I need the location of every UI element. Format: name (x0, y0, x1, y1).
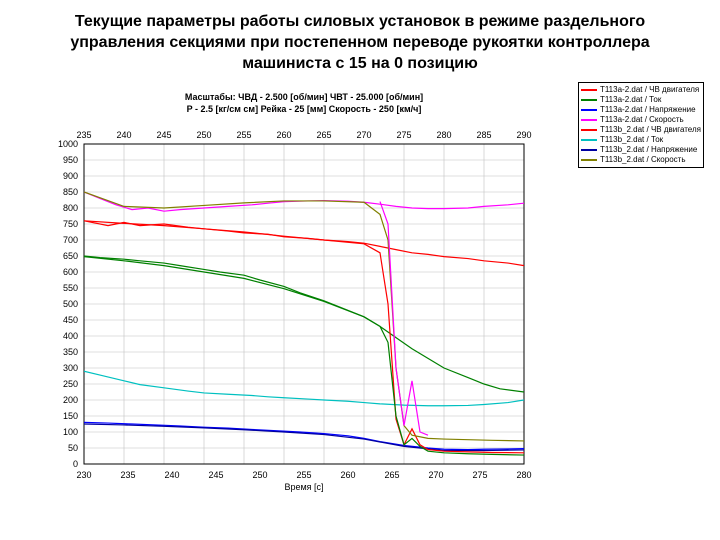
svg-text:255: 255 (236, 130, 251, 140)
svg-text:230: 230 (76, 470, 91, 480)
svg-text:Масштабы: ЧВД - 2.500 [об/ми: Масштабы: ЧВД - 2.500 [об/мин] ЧВТ - 25.… (185, 92, 423, 102)
svg-text:280: 280 (516, 470, 531, 480)
legend-box: T113a-2.dat / ЧВ двигателяT113a-2.dat / … (578, 82, 704, 168)
svg-text:450: 450 (63, 315, 78, 325)
legend-item: T113b_2.dat / Ток (581, 135, 701, 145)
svg-text:260: 260 (276, 130, 291, 140)
legend-label: T113b_2.dat / Напряжение (600, 145, 697, 155)
legend-swatch (581, 89, 597, 91)
legend-item: T113b_2.dat / Напряжение (581, 145, 701, 155)
legend-label: T113b_2.dat / Скорость (600, 155, 686, 165)
svg-text:0: 0 (73, 459, 78, 469)
svg-text:350: 350 (63, 347, 78, 357)
legend-item: T113a-2.dat / ЧВ двигателя (581, 85, 701, 95)
page-title: Текущие параметры работы силовых установ… (0, 0, 720, 82)
svg-text:200: 200 (63, 395, 78, 405)
chart-svg: Масштабы: ЧВД - 2.500 [об/мин] ЧВТ - 25.… (24, 82, 564, 512)
legend-label: T113a-2.dat / ЧВ двигателя (600, 85, 699, 95)
svg-text:300: 300 (63, 363, 78, 373)
svg-text:700: 700 (63, 235, 78, 245)
legend-item: T113a-2.dat / Скорость (581, 115, 701, 125)
svg-text:270: 270 (428, 470, 443, 480)
legend-swatch (581, 99, 597, 101)
svg-text:245: 245 (208, 470, 223, 480)
svg-text:280: 280 (436, 130, 451, 140)
svg-text:265: 265 (384, 470, 399, 480)
legend-label: T113a-2.dat / Скорость (600, 115, 684, 125)
svg-text:250: 250 (63, 379, 78, 389)
legend-item: T113b_2.dat / Скорость (581, 155, 701, 165)
svg-text:Время [с]: Время [с] (284, 482, 323, 492)
svg-text:275: 275 (472, 470, 487, 480)
svg-text:255: 255 (296, 470, 311, 480)
legend-swatch (581, 149, 597, 151)
legend-label: T113a-2.dat / Ток (600, 95, 661, 105)
svg-text:150: 150 (63, 411, 78, 421)
svg-text:240: 240 (116, 130, 131, 140)
svg-text:750: 750 (63, 219, 78, 229)
svg-text:800: 800 (63, 203, 78, 213)
svg-text:500: 500 (63, 299, 78, 309)
svg-text:600: 600 (63, 267, 78, 277)
svg-text:265: 265 (316, 130, 331, 140)
svg-text:250: 250 (252, 470, 267, 480)
svg-text:1000: 1000 (58, 139, 78, 149)
svg-text:290: 290 (516, 130, 531, 140)
svg-text:285: 285 (476, 130, 491, 140)
legend-swatch (581, 159, 597, 161)
legend-swatch (581, 119, 597, 121)
svg-text:650: 650 (63, 251, 78, 261)
svg-text:245: 245 (156, 130, 171, 140)
svg-text:P - 2.5 [кг/см см] Рейка - 2: P - 2.5 [кг/см см] Рейка - 25 [мм] Скоро… (187, 104, 422, 114)
legend-item: T113a-2.dat / Ток (581, 95, 701, 105)
svg-text:240: 240 (164, 470, 179, 480)
svg-text:275: 275 (396, 130, 411, 140)
legend-label: T113a-2.dat / Напряжение (600, 105, 696, 115)
svg-text:50: 50 (68, 443, 78, 453)
svg-text:400: 400 (63, 331, 78, 341)
svg-text:900: 900 (63, 171, 78, 181)
legend-swatch (581, 139, 597, 141)
svg-text:270: 270 (356, 130, 371, 140)
svg-text:100: 100 (63, 427, 78, 437)
svg-text:235: 235 (76, 130, 91, 140)
svg-text:950: 950 (63, 155, 78, 165)
legend-item: T113b_2.dat / ЧВ двигателя (581, 125, 701, 135)
legend-swatch (581, 109, 597, 111)
svg-text:850: 850 (63, 187, 78, 197)
legend-label: T113b_2.dat / ЧВ двигателя (600, 125, 701, 135)
chart-area: Масштабы: ЧВД - 2.500 [об/мин] ЧВТ - 25.… (24, 82, 696, 522)
legend-swatch (581, 129, 597, 131)
svg-text:260: 260 (340, 470, 355, 480)
svg-text:250: 250 (196, 130, 211, 140)
svg-text:550: 550 (63, 283, 78, 293)
legend-label: T113b_2.dat / Ток (600, 135, 663, 145)
legend-item: T113a-2.dat / Напряжение (581, 105, 701, 115)
svg-text:235: 235 (120, 470, 135, 480)
